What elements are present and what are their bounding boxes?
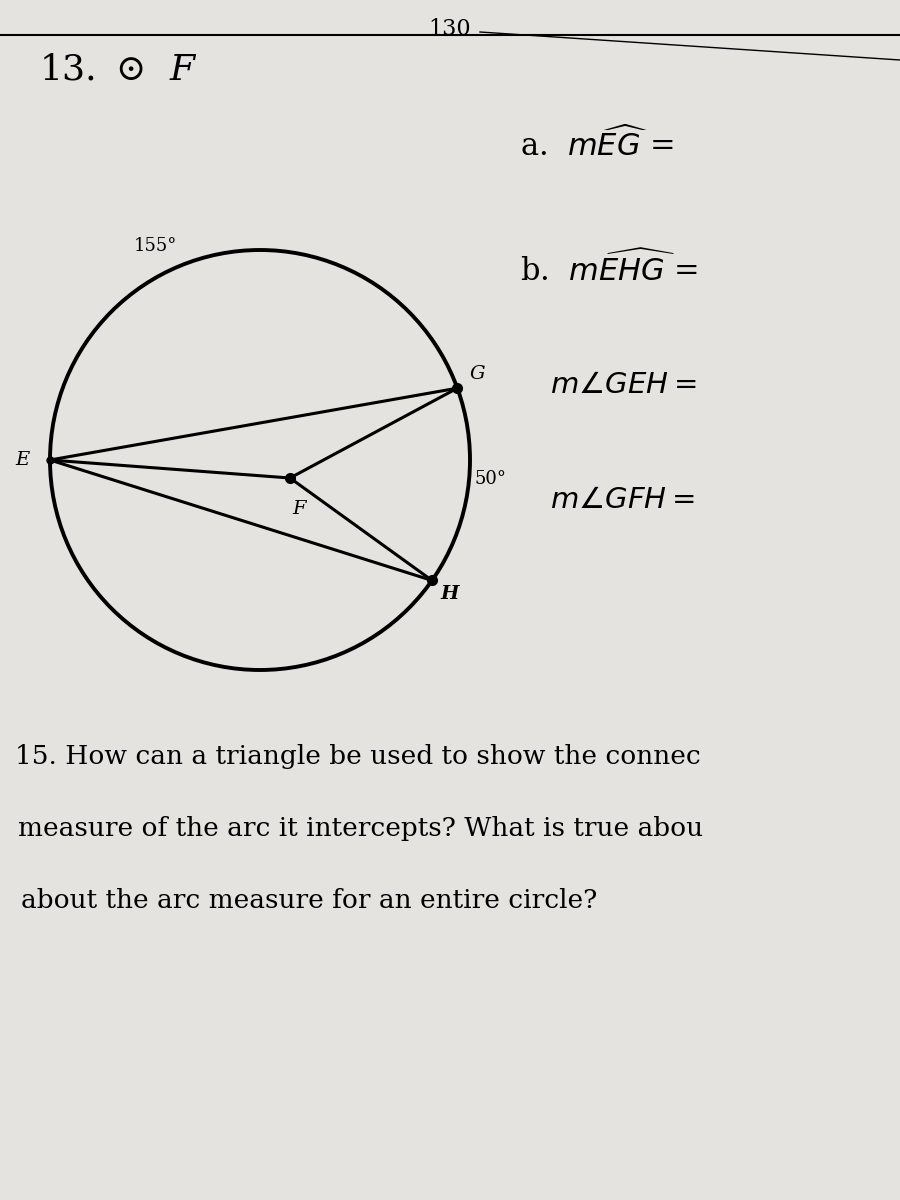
- Text: G: G: [469, 365, 485, 383]
- Text: ⊙: ⊙: [115, 53, 145, 86]
- Text: E: E: [16, 451, 30, 469]
- Text: about the arc measure for an entire circle?: about the arc measure for an entire circ…: [22, 888, 598, 913]
- Text: $m\angle GFH=$: $m\angle GFH=$: [550, 486, 695, 514]
- Text: 130: 130: [428, 18, 472, 40]
- Text: 15. How can a triangle be used to show the connec: 15. How can a triangle be used to show t…: [15, 744, 701, 769]
- Text: F: F: [292, 500, 305, 518]
- Text: 13.: 13.: [40, 53, 97, 86]
- Text: measure of the arc it intercepts? What is true abou: measure of the arc it intercepts? What i…: [18, 816, 704, 841]
- Text: a.  $m\widehat{EG}$ =: a. $m\widehat{EG}$ =: [520, 127, 674, 163]
- Text: b.  $m\widehat{EHG}$ =: b. $m\widehat{EHG}$ =: [520, 252, 698, 288]
- Text: 50°: 50°: [475, 470, 507, 488]
- Text: H: H: [440, 586, 458, 604]
- Text: $m\angle GEH=$: $m\angle GEH=$: [550, 371, 697, 398]
- Text: F: F: [170, 53, 195, 86]
- Text: 155°: 155°: [133, 238, 176, 256]
